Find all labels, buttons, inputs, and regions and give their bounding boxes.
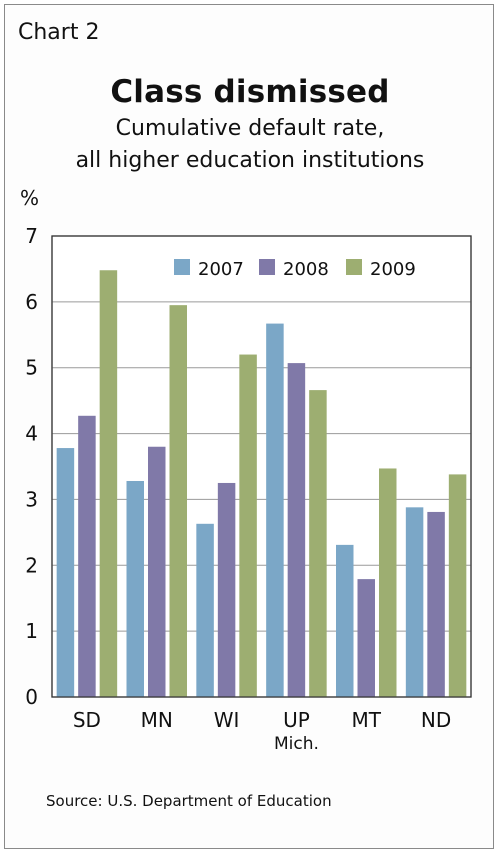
x-tick-label: SD xyxy=(73,708,101,732)
bar-2007 xyxy=(126,480,144,697)
y-tick-label: 6 xyxy=(25,290,38,314)
bar-2007 xyxy=(405,507,424,697)
y-tick-label: 3 xyxy=(25,487,38,511)
x-tick-label: Mich. xyxy=(274,734,319,754)
bar-2008 xyxy=(78,415,96,697)
bar-2009 xyxy=(239,354,257,697)
legend-swatch-2009 xyxy=(346,259,362,275)
bar-2008 xyxy=(427,511,445,697)
bar-2007 xyxy=(56,448,75,697)
legend-swatch-2008 xyxy=(259,259,275,275)
y-tick-label: 2 xyxy=(25,553,38,577)
bar-2009 xyxy=(309,390,327,697)
legend-swatch-2007 xyxy=(174,259,190,275)
chart-number-label: Chart 2 xyxy=(18,20,100,45)
source-note: Source: U.S. Department of Education xyxy=(46,792,332,810)
legend-label-2009: 2009 xyxy=(370,259,416,280)
bar-2009 xyxy=(99,270,118,697)
x-tick-label: WI xyxy=(214,708,240,732)
bar-2009 xyxy=(448,474,467,697)
bar-2007 xyxy=(266,323,284,697)
bar-2008 xyxy=(217,482,236,697)
y-tick-label: 4 xyxy=(25,422,38,446)
x-tick-label: MN xyxy=(141,708,173,732)
y-tick-label: 7 xyxy=(25,224,38,248)
chart-subtitle-line-2: all higher education institutions xyxy=(75,148,425,173)
bar-2007 xyxy=(196,523,214,697)
bar-2008 xyxy=(357,579,375,697)
bar-2007 xyxy=(336,544,354,697)
plot-area xyxy=(51,235,472,698)
y-tick-label: 0 xyxy=(25,685,38,709)
y-tick-label: 5 xyxy=(25,356,38,380)
legend-label-2007: 2007 xyxy=(198,259,244,280)
bar-2009 xyxy=(169,305,187,697)
y-axis-unit: % xyxy=(20,186,40,210)
bar-2008 xyxy=(148,446,166,697)
bar-2009 xyxy=(379,468,397,697)
y-tick-label: 1 xyxy=(25,619,38,643)
plot-border xyxy=(51,235,472,698)
x-tick-label: MT xyxy=(352,708,382,732)
x-tick-label: UP xyxy=(283,708,310,732)
chart-subtitle-line-1: Cumulative default rate, xyxy=(115,116,385,141)
bar-2008 xyxy=(287,363,306,697)
legend-label-2008: 2008 xyxy=(283,259,329,280)
x-tick-label: ND xyxy=(421,708,451,732)
chart-title: Class dismissed xyxy=(110,74,390,110)
